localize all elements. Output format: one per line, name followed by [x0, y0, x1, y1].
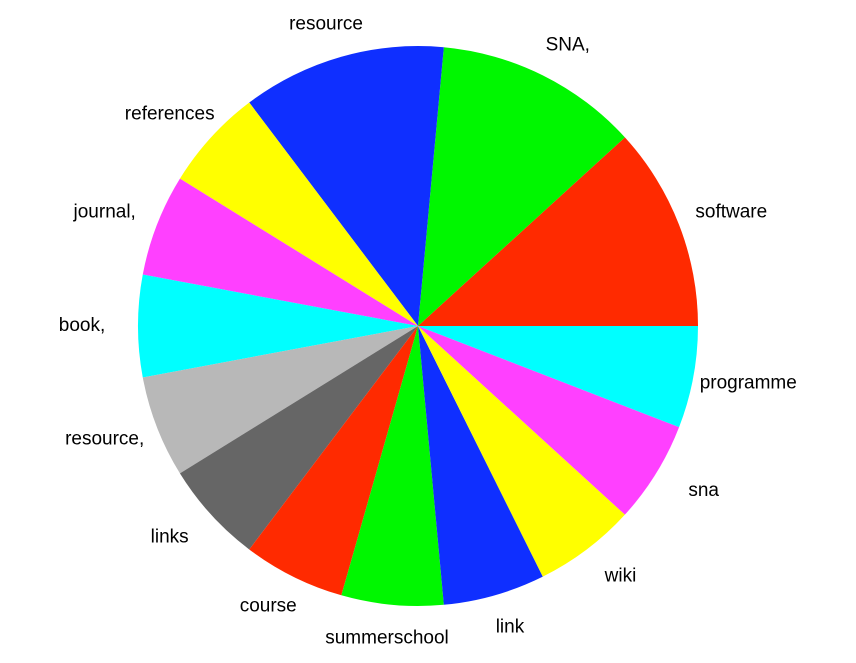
pie-slice [418, 326, 680, 515]
slice-label: link [496, 617, 525, 638]
pie-slice [249, 326, 418, 596]
pie-slice [418, 326, 698, 428]
slice-label: programme [700, 373, 797, 394]
slice-label: sna [688, 480, 719, 501]
pie-slice [179, 326, 418, 550]
pie-slice [249, 46, 444, 327]
slice-label: resource, [65, 428, 144, 449]
slice-label: journal, [73, 202, 136, 223]
pie-slice [179, 102, 418, 326]
slice-label: resource [289, 13, 363, 34]
pie-slice [418, 137, 698, 326]
pie-slice [142, 178, 419, 326]
pie-slice [418, 326, 625, 577]
pie-slice [138, 274, 418, 378]
slice-label: references [125, 104, 215, 125]
slice-label: book, [59, 315, 105, 336]
slice-label: links [151, 526, 189, 547]
pie-slice [418, 326, 543, 605]
pie-slice [142, 326, 419, 474]
slice-label: SNA, [546, 34, 590, 55]
pie-slice [418, 47, 625, 327]
slice-label: course [240, 596, 297, 617]
slice-label: summerschool [325, 627, 449, 648]
slice-label: wiki [604, 565, 637, 586]
slice-label: software [695, 202, 767, 223]
pie-slice [341, 326, 444, 606]
